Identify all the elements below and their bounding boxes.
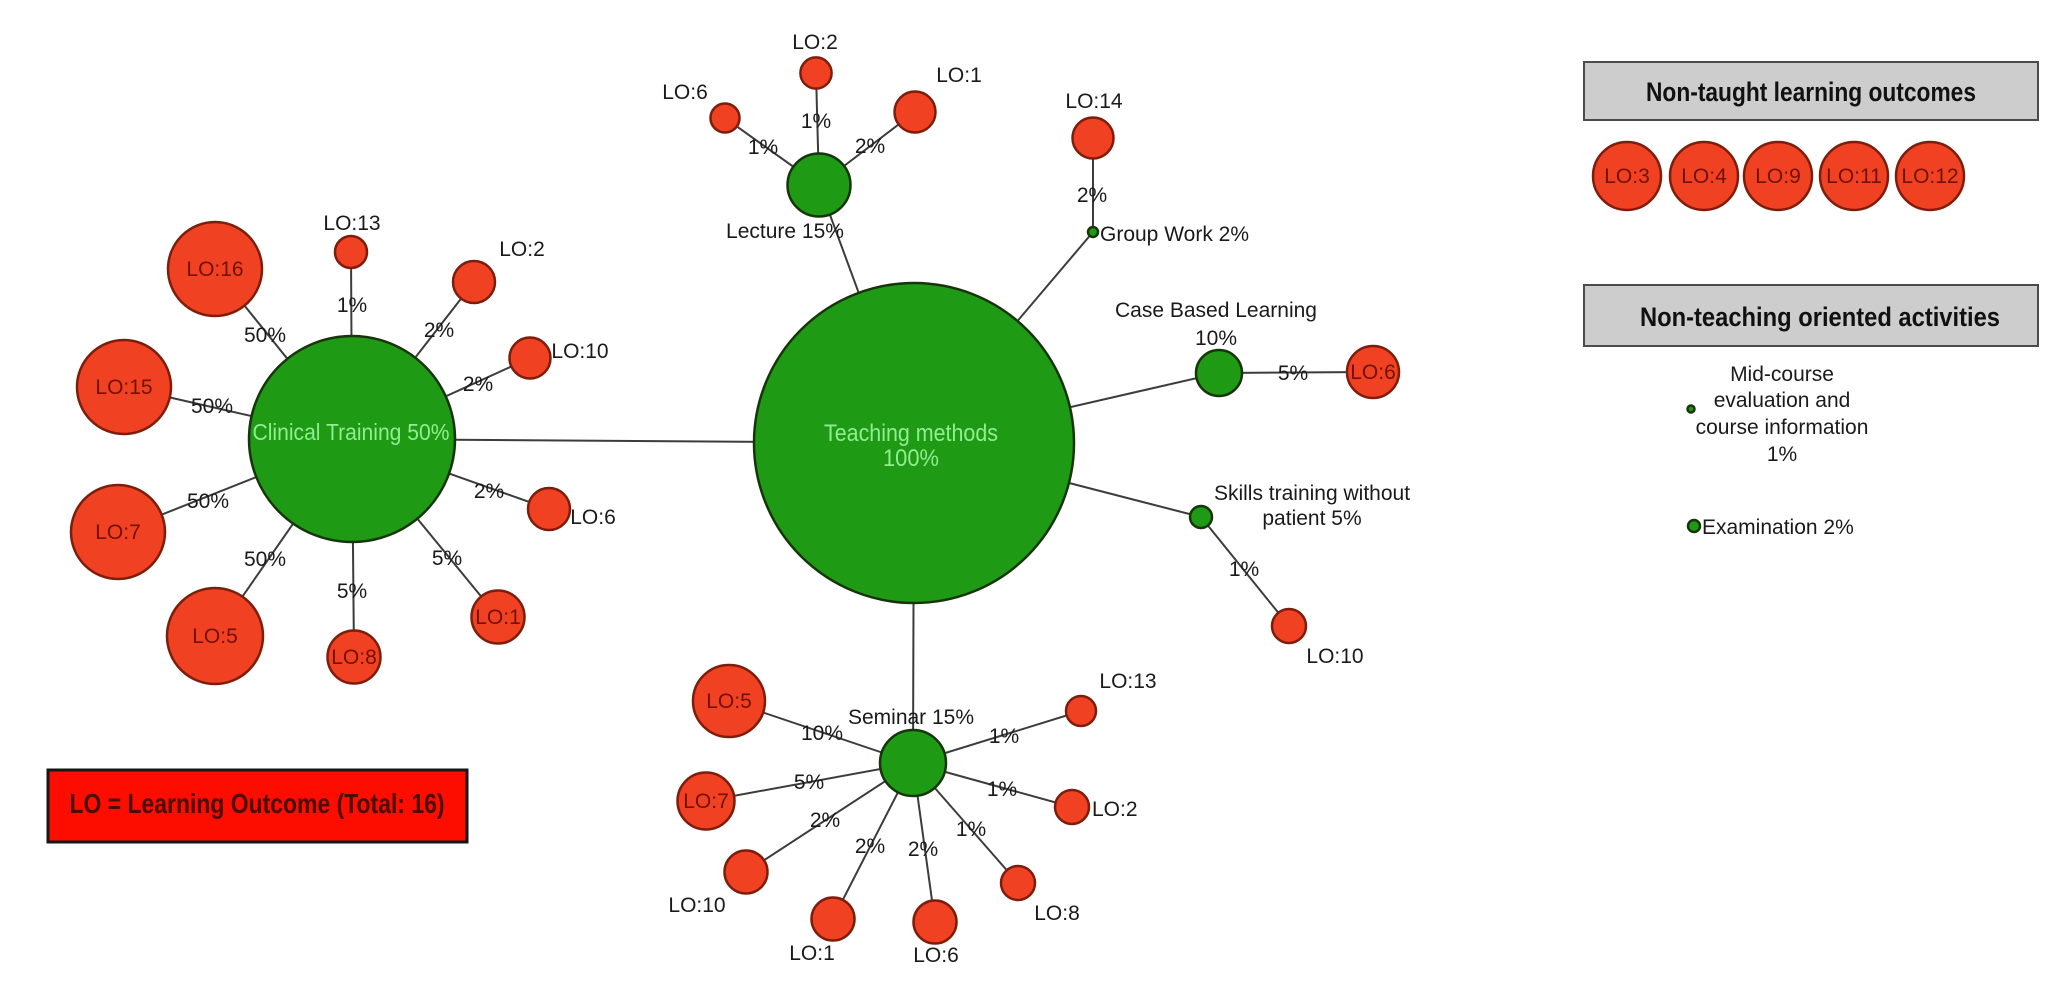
- svg-text:course information: course information: [1696, 416, 1869, 439]
- svg-text:Mid-course: Mid-course: [1730, 363, 1834, 386]
- svg-text:LO:10: LO:10: [668, 894, 725, 917]
- svg-text:1%: 1%: [801, 110, 831, 133]
- svg-text:LO:6: LO:6: [1350, 361, 1396, 384]
- svg-text:5%: 5%: [1278, 362, 1308, 385]
- svg-text:LO:1: LO:1: [789, 942, 835, 965]
- svg-text:LO:5: LO:5: [706, 690, 752, 713]
- svg-text:LO:14: LO:14: [1065, 90, 1123, 113]
- svg-text:Seminar 15%: Seminar 15%: [848, 706, 974, 729]
- svg-text:LO:7: LO:7: [683, 790, 729, 813]
- svg-text:1%: 1%: [337, 294, 367, 317]
- svg-text:2%: 2%: [474, 480, 504, 503]
- svg-text:LO:7: LO:7: [95, 521, 141, 544]
- svg-text:2%: 2%: [463, 373, 493, 396]
- svg-text:LO:5: LO:5: [192, 625, 238, 648]
- svg-text:LO:16: LO:16: [186, 258, 243, 281]
- svg-text:2%: 2%: [855, 135, 885, 158]
- svg-text:Case Based Learning: Case Based Learning: [1115, 299, 1317, 322]
- svg-text:LO:15: LO:15: [95, 376, 152, 399]
- svg-text:2%: 2%: [424, 319, 454, 342]
- svg-text:LO:6: LO:6: [913, 944, 959, 967]
- svg-text:LO:9: LO:9: [1755, 165, 1801, 188]
- svg-text:LO:1: LO:1: [475, 606, 521, 629]
- svg-text:LO:13: LO:13: [323, 212, 380, 235]
- svg-text:50%: 50%: [244, 324, 286, 347]
- svg-text:LO:3: LO:3: [1604, 165, 1650, 188]
- svg-text:Group Work 2%: Group Work 2%: [1100, 223, 1249, 246]
- svg-text:LO:10: LO:10: [551, 340, 608, 363]
- svg-text:LO:2: LO:2: [499, 238, 545, 261]
- svg-text:2%: 2%: [855, 835, 885, 858]
- svg-text:LO:8: LO:8: [331, 646, 377, 669]
- svg-text:5%: 5%: [794, 771, 824, 794]
- svg-text:1%: 1%: [956, 818, 986, 841]
- svg-text:LO:4: LO:4: [1681, 165, 1727, 188]
- svg-text:Teaching methods: Teaching methods: [824, 420, 998, 447]
- svg-text:100%: 100%: [883, 445, 939, 472]
- svg-text:1%: 1%: [1229, 558, 1259, 581]
- svg-text:2%: 2%: [908, 838, 938, 861]
- svg-text:5%: 5%: [432, 547, 462, 570]
- svg-text:Skills training without: Skills training without: [1214, 482, 1410, 505]
- svg-text:LO:6: LO:6: [662, 81, 708, 104]
- svg-text:Lecture 15%: Lecture 15%: [726, 220, 844, 243]
- svg-text:Clinical Training 50%: Clinical Training 50%: [253, 419, 450, 445]
- svg-text:1%: 1%: [989, 725, 1019, 748]
- svg-text:LO:6: LO:6: [570, 506, 616, 529]
- svg-text:50%: 50%: [187, 490, 229, 513]
- svg-text:1%: 1%: [1767, 443, 1797, 466]
- svg-text:1%: 1%: [748, 136, 778, 159]
- svg-text:LO:2: LO:2: [792, 31, 838, 54]
- svg-text:5%: 5%: [337, 580, 367, 603]
- svg-text:Non-taught learning outcomes: Non-taught learning outcomes: [1646, 77, 1976, 107]
- svg-text:10%: 10%: [801, 722, 843, 745]
- svg-text:LO:13: LO:13: [1099, 670, 1156, 693]
- svg-text:Non-teaching oriented activiti: Non-teaching oriented activities: [1640, 302, 2000, 332]
- svg-text:1%: 1%: [987, 778, 1017, 801]
- svg-text:LO:8: LO:8: [1034, 902, 1080, 925]
- svg-text:2%: 2%: [1077, 184, 1107, 207]
- svg-text:50%: 50%: [191, 395, 233, 418]
- svg-text:2%: 2%: [810, 809, 840, 832]
- svg-text:50%: 50%: [244, 548, 286, 571]
- svg-text:LO:11: LO:11: [1826, 165, 1882, 188]
- svg-text:LO:12: LO:12: [1901, 165, 1958, 188]
- svg-text:LO:10: LO:10: [1306, 645, 1363, 668]
- svg-text:LO = Learning Outcome (Total:: LO = Learning Outcome (Total: 16): [70, 788, 445, 819]
- svg-text:LO:2: LO:2: [1092, 798, 1138, 821]
- svg-text:10%: 10%: [1195, 327, 1237, 350]
- svg-text:LO:1: LO:1: [936, 64, 982, 87]
- svg-text:evaluation and: evaluation and: [1714, 389, 1851, 412]
- svg-text:patient 5%: patient 5%: [1262, 507, 1361, 530]
- svg-text:Examination 2%: Examination 2%: [1702, 516, 1854, 539]
